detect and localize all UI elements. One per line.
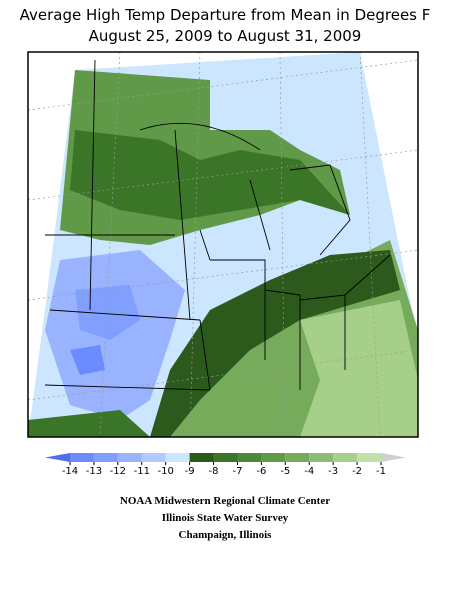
- colorbar-tick-label: -4: [304, 466, 314, 477]
- colorbar-segment: [117, 453, 142, 462]
- colorbar-segment: [381, 453, 406, 462]
- colorbar-tick-label: -14: [62, 466, 78, 477]
- colorbar-segment: [70, 453, 94, 462]
- colorbar-segment: [357, 453, 381, 462]
- colorbar-tick-label: -12: [110, 466, 126, 477]
- colorbar-segment: [45, 453, 70, 462]
- region: [300, 300, 418, 437]
- colorbar-tick-label: -3: [328, 466, 338, 477]
- region: [150, 250, 400, 437]
- map: [27, 51, 419, 438]
- colorbar-segment: [333, 453, 358, 462]
- colorbar-segment: [93, 453, 118, 462]
- colorbar-segment: [141, 453, 166, 462]
- colorbar-tick-label: -5: [280, 466, 290, 477]
- colorbar-tick-label: -11: [134, 466, 150, 477]
- colorbar-segment: [165, 453, 190, 462]
- region: [70, 345, 105, 375]
- colorbar-tick-label: -1: [376, 466, 386, 477]
- colorbar-segment: [189, 453, 214, 462]
- credit-line: Illinois State Water Survey: [162, 512, 289, 524]
- region: [70, 130, 350, 220]
- graticule: [28, 52, 418, 437]
- map-frame: [27, 51, 419, 438]
- colorbar-tick-label: -6: [256, 466, 266, 477]
- region: [28, 410, 150, 437]
- state-borders: [44, 59, 391, 391]
- colorbar-tick-label: -10: [158, 466, 174, 477]
- colorbar-tick-label: -9: [185, 466, 195, 477]
- credit-line: NOAA Midwestern Regional Climate Center: [120, 495, 330, 507]
- colorbar-segment: [237, 453, 262, 462]
- region: [75, 285, 140, 340]
- colorbar-tick-label: -2: [352, 466, 362, 477]
- title-line: August 25, 2009 to August 31, 2009: [89, 27, 362, 45]
- colorbar-tick-label: -8: [209, 466, 219, 477]
- colorbar: -14 -13 -12 -11 -10 -9 -8 -7 -6 -5 -4 -3 -2 -1: [45, 453, 406, 477]
- colorbar-segment: [261, 453, 286, 462]
- title-line: Average High Temp Departure from Mean in…: [20, 6, 431, 24]
- colorbar-segment: [213, 453, 238, 462]
- colorbar-segment: [309, 453, 334, 462]
- colorbar-segment: [285, 453, 310, 462]
- colorbar-tick-label: -7: [232, 466, 242, 477]
- credit-line: Champaign, Illinois: [179, 529, 273, 541]
- colorbar-tick-label: -13: [86, 466, 102, 477]
